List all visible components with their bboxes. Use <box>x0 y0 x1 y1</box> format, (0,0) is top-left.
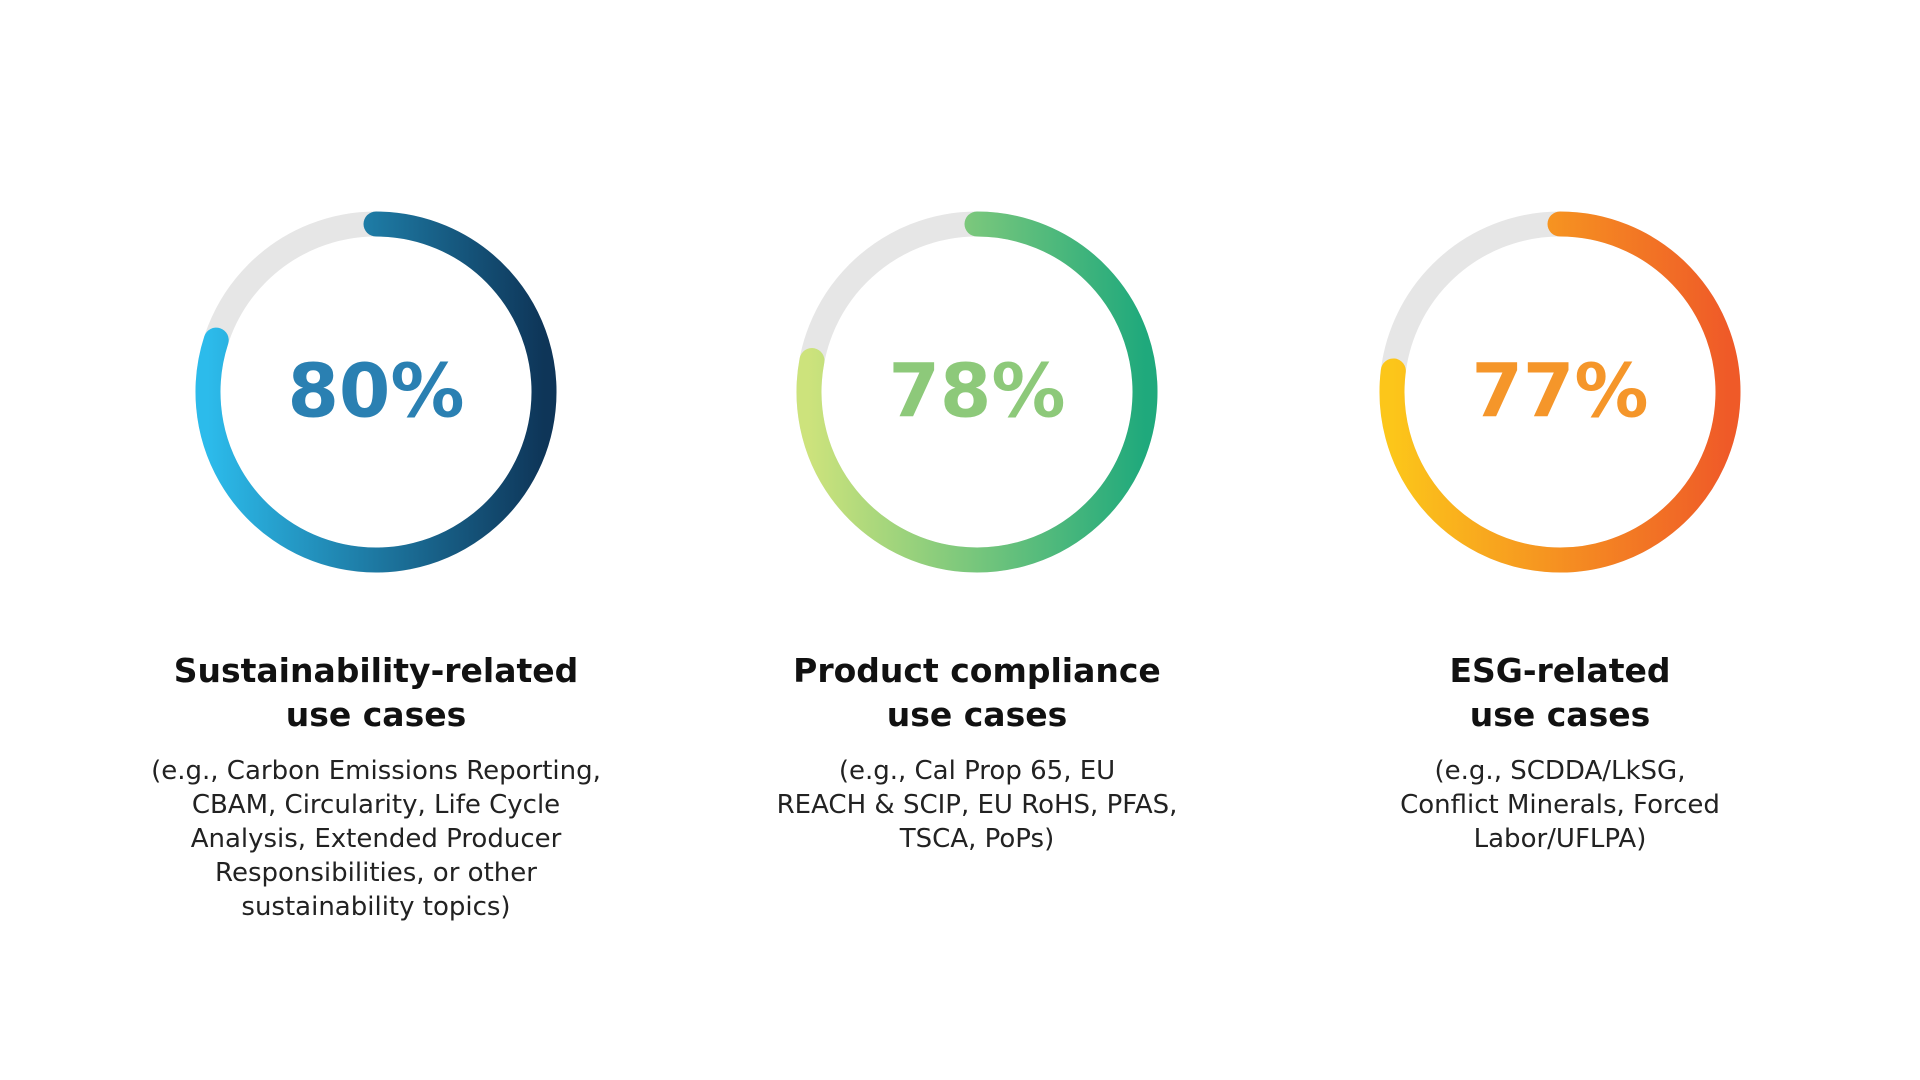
card-description: sustainability topics) <box>241 892 510 922</box>
card-title: use cases <box>887 695 1068 734</box>
card-title: use cases <box>286 695 467 734</box>
card-description: REACH & SCIP, EU RoHS, PFAS, <box>777 790 1178 820</box>
gauge-arc <box>195 211 557 573</box>
gauge-value: 77% <box>1471 349 1648 435</box>
card-description: CBAM, Circularity, Life Cycle <box>192 790 560 820</box>
card-description: Responsibilities, or other <box>215 858 537 888</box>
card-title: ESG-related <box>1449 651 1670 690</box>
card-description: (e.g., Carbon Emissions Reporting, <box>151 756 601 786</box>
gauge-arc <box>796 211 1158 573</box>
card-description: (e.g., Cal Prop 65, EU <box>839 756 1115 786</box>
gauge-value: 80% <box>287 349 464 435</box>
card-description: Conflict Minerals, Forced <box>1400 790 1720 820</box>
card-description: Labor/UFLPA) <box>1474 824 1647 854</box>
card-title: Product compliance <box>793 651 1161 690</box>
gauge-arc <box>1379 211 1741 573</box>
card-title: Sustainability-related <box>174 651 579 690</box>
card-description: Analysis, Extended Producer <box>191 824 562 854</box>
gauge-value: 78% <box>888 349 1065 435</box>
card-title: use cases <box>1470 695 1651 734</box>
card-description: (e.g., SCDDA/LkSG, <box>1435 756 1686 786</box>
card-description: TSCA, PoPs) <box>899 824 1054 854</box>
